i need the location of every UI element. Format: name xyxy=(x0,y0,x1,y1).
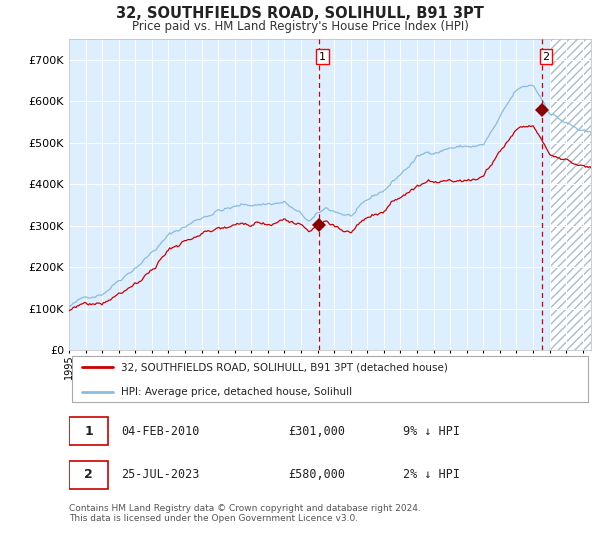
Text: £580,000: £580,000 xyxy=(288,468,345,481)
Text: 25-JUL-2023: 25-JUL-2023 xyxy=(121,468,200,481)
Text: 9% ↓ HPI: 9% ↓ HPI xyxy=(403,425,460,438)
FancyBboxPatch shape xyxy=(69,417,108,445)
Text: 2: 2 xyxy=(542,52,550,62)
Text: Contains HM Land Registry data © Crown copyright and database right 2024.
This d: Contains HM Land Registry data © Crown c… xyxy=(69,504,421,524)
Text: 2: 2 xyxy=(84,468,93,481)
Text: 1: 1 xyxy=(84,425,93,438)
Text: 32, SOUTHFIELDS ROAD, SOLIHULL, B91 3PT (detached house): 32, SOUTHFIELDS ROAD, SOLIHULL, B91 3PT … xyxy=(121,362,448,372)
FancyBboxPatch shape xyxy=(71,356,589,402)
Text: 04-FEB-2010: 04-FEB-2010 xyxy=(121,425,200,438)
Text: HPI: Average price, detached house, Solihull: HPI: Average price, detached house, Soli… xyxy=(121,387,352,396)
FancyBboxPatch shape xyxy=(69,461,108,488)
Bar xyxy=(550,39,591,350)
Text: 1: 1 xyxy=(319,52,326,62)
Text: £301,000: £301,000 xyxy=(288,425,345,438)
Text: Price paid vs. HM Land Registry's House Price Index (HPI): Price paid vs. HM Land Registry's House … xyxy=(131,20,469,32)
Text: 2% ↓ HPI: 2% ↓ HPI xyxy=(403,468,460,481)
Text: 32, SOUTHFIELDS ROAD, SOLIHULL, B91 3PT: 32, SOUTHFIELDS ROAD, SOLIHULL, B91 3PT xyxy=(116,6,484,21)
